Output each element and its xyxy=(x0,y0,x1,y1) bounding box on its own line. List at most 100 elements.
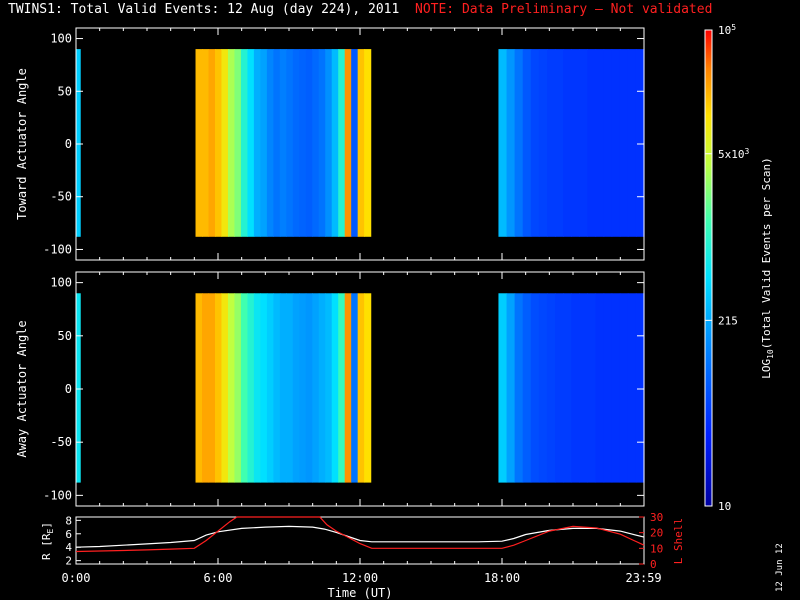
lshell-ticks: 0 10 20 30 xyxy=(639,511,663,571)
heatmap-column xyxy=(619,49,629,237)
radius-line xyxy=(75,525,645,548)
heatmap-column xyxy=(357,49,365,237)
heatmap-column xyxy=(571,49,580,237)
heatmap-column xyxy=(538,293,548,483)
heatmap-column xyxy=(202,293,210,483)
heatmap-column xyxy=(563,293,572,483)
heatmap-column xyxy=(266,49,274,237)
heatmap-column xyxy=(344,293,352,483)
heatmap-column xyxy=(214,293,223,483)
heatmap-column xyxy=(227,49,236,237)
heatmap-column xyxy=(214,49,223,237)
heatmap-column xyxy=(240,49,249,237)
heatmap-column xyxy=(260,293,268,483)
heatmap-column xyxy=(530,293,540,483)
heatmap-column xyxy=(253,49,261,237)
heatmap-column xyxy=(635,293,645,483)
y-tick-label: -50 xyxy=(50,435,72,449)
heatmap-column xyxy=(555,293,564,483)
heatmap-column xyxy=(514,293,524,483)
radius-tick-label: 2 xyxy=(65,555,72,568)
heatmap-column xyxy=(498,49,508,237)
heatmap-column xyxy=(611,49,621,237)
heatmap-column xyxy=(279,49,287,237)
heatmap-column xyxy=(627,49,637,237)
chart-title: TWINS1: Total Valid Events: 12 Aug (day … xyxy=(8,2,712,17)
heatmap-column xyxy=(312,49,320,237)
heatmap-column xyxy=(611,293,621,483)
colorbar-tick-label: 215 xyxy=(718,314,738,327)
y-tick-label: 0 xyxy=(65,137,72,151)
radius-tick-label: 6 xyxy=(65,528,72,541)
heatmap-column xyxy=(273,49,281,237)
heatmap-column xyxy=(273,293,281,483)
y-tick-label: -50 xyxy=(50,190,72,204)
y-tick-label: -100 xyxy=(43,242,72,256)
heatmap-column xyxy=(221,49,229,237)
heatmap-column xyxy=(305,293,313,483)
time-ticks: 0:00 6:00 12:00 18:00 23:59 xyxy=(62,558,662,585)
radius-tick-label: 8 xyxy=(65,514,72,527)
heatmap-column xyxy=(312,293,320,483)
heatmap-column xyxy=(318,293,326,483)
heatmap-column xyxy=(364,293,372,483)
date-stamp: 12 Jun 12 xyxy=(775,543,785,592)
title-text: TWINS1: Total Valid Events: 12 Aug (day … xyxy=(8,2,400,17)
heatmap-column xyxy=(279,293,287,483)
heatmap-column xyxy=(318,49,326,237)
heatmap-column xyxy=(234,49,242,237)
heatmap-column xyxy=(195,293,203,483)
colorbar-tick-label: 5x103 xyxy=(718,147,750,161)
toward-y-ticks: 100 50 0 -50 -100 xyxy=(43,28,645,260)
heatmap-column xyxy=(325,49,333,237)
heatmap-column xyxy=(506,49,516,237)
heatmap-column xyxy=(286,49,294,237)
away-heatmap xyxy=(76,293,645,483)
orbit-lines xyxy=(75,516,645,553)
away-y-ticks: 100 50 0 -50 -100 xyxy=(43,272,645,506)
heatmap-column xyxy=(325,293,333,483)
lshell-tick-label: 30 xyxy=(650,511,663,524)
heatmap-column xyxy=(587,49,597,237)
heatmap-column xyxy=(357,293,365,483)
y-tick-label: 50 xyxy=(58,84,72,98)
heatmap-column xyxy=(221,293,229,483)
heatmap-column xyxy=(522,49,532,237)
heatmap-column xyxy=(299,49,307,237)
heatmap-column xyxy=(351,49,359,237)
heatmap-column xyxy=(530,49,540,237)
away-y-label: Away Actuator Angle xyxy=(15,320,29,457)
time-tick-label: 0:00 xyxy=(62,571,91,585)
heatmap-column xyxy=(195,49,203,237)
heatmap-column xyxy=(579,49,588,237)
heatmap-column xyxy=(76,293,81,483)
heatmap-column xyxy=(240,293,249,483)
heatmap-column xyxy=(571,293,580,483)
colorbar-label: LOG10(Total Valid Events per Scan) xyxy=(760,157,775,379)
radius-tick-label: 4 xyxy=(65,541,72,554)
colorbar-gradient xyxy=(705,30,712,506)
heatmap-column xyxy=(555,49,564,237)
heatmap-column xyxy=(579,293,588,483)
heatmap-column xyxy=(587,293,597,483)
preliminary-note: NOTE: Data Preliminary — Not validated xyxy=(415,2,713,17)
heatmap-column xyxy=(247,49,255,237)
heatmap-column xyxy=(595,49,605,237)
colorbar-tick-label: 105 xyxy=(718,23,736,37)
heatmap-column xyxy=(538,49,548,237)
heatmap-column xyxy=(563,49,572,237)
heatmap-column xyxy=(514,49,524,237)
heatmap-column xyxy=(635,49,645,237)
heatmap-column xyxy=(253,293,261,483)
heatmap-column xyxy=(227,293,236,483)
heatmap-column xyxy=(603,293,613,483)
heatmap-column xyxy=(338,293,346,483)
heatmap-column xyxy=(364,49,372,237)
heatmap-column xyxy=(266,293,274,483)
heatmap-column xyxy=(234,293,242,483)
radius-axis-label: R [RE] xyxy=(40,522,55,560)
away-panel: 100 50 0 -50 -100 Away Actuator Angle xyxy=(15,271,645,507)
heatmap-column xyxy=(546,49,556,237)
y-tick-label: 0 xyxy=(65,382,72,396)
heatmap-column xyxy=(506,293,516,483)
